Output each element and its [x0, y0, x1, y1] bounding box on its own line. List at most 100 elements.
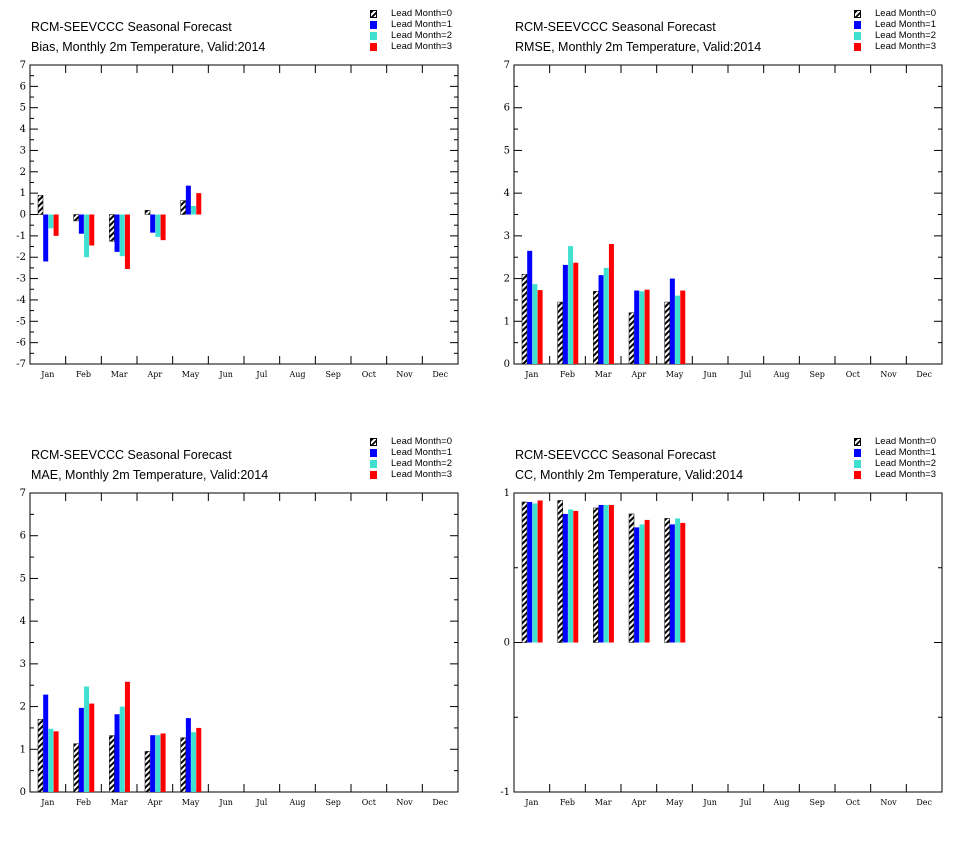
bar-lead1: [669, 524, 675, 643]
bar-lead3: [644, 289, 650, 364]
bar-lead1: [114, 214, 120, 252]
legend-label: Lead Month=0: [875, 8, 937, 19]
bar-lead1: [185, 185, 191, 215]
legend-label: Lead Month=1: [391, 447, 453, 458]
chart-subtitle: CC, Monthly 2m Temperature, Valid:2014: [515, 468, 744, 482]
x-tick-label: Jan: [40, 370, 54, 379]
chart-subtitle: Bias, Monthly 2m Temperature, Valid:2014: [31, 40, 266, 54]
x-tick-label: Nov: [396, 370, 413, 379]
bar-lead2: [568, 246, 574, 364]
mae-plot: 0 1 2 3 4 5 6 7 Jan Feb Mar Apr May Jun Jul Aug Sep Oct No…: [20, 488, 459, 807]
x-tick-label: Jun: [702, 370, 717, 379]
y-tick-label: 0: [504, 359, 510, 370]
x-tick-label: Apr: [146, 798, 162, 807]
x-tick-label: Feb: [76, 798, 91, 807]
bar-lead3: [124, 214, 130, 269]
x-tick-label: Nov: [880, 370, 897, 379]
bar-lead2: [155, 735, 161, 792]
bar-lead0: [144, 751, 151, 793]
x-tick-label: Aug: [288, 798, 305, 807]
chart-title: RCM-SEEVCCC Seasonal Forecast: [31, 20, 232, 34]
bar-lead1: [669, 278, 675, 364]
bar-lead2: [603, 267, 609, 364]
legend-swatch-hatched: [854, 438, 861, 446]
bar-lead2: [119, 214, 125, 257]
x-tick-label: Aug: [288, 370, 305, 379]
bar-lead2: [675, 518, 681, 643]
bar-lead1: [598, 504, 604, 643]
bar-lead3: [537, 500, 543, 643]
y-tick-label: -7: [16, 359, 26, 370]
bar-lead3: [196, 193, 202, 215]
y-tick-label: 2: [504, 274, 510, 285]
chart-subtitle: RMSE, Monthly 2m Temperature, Valid:2014: [515, 40, 762, 54]
bar-lead1: [114, 714, 120, 792]
bar-lead1: [562, 264, 568, 364]
legend-label: Lead Month=0: [391, 436, 453, 447]
x-tick-label: Aug: [772, 370, 789, 379]
bar-lead0: [628, 312, 635, 365]
x-tick-label: Jan: [40, 798, 54, 807]
legend-swatch-cyan: [854, 32, 861, 40]
x-tick-label: Oct: [362, 798, 377, 807]
x-tick-label: Mar: [595, 798, 612, 807]
bar-lead3: [537, 290, 543, 364]
y-tick-label: 1: [504, 488, 510, 499]
y-tick-label: 4: [504, 188, 510, 199]
x-tick-label: May: [666, 370, 684, 379]
x-tick-label: Sep: [325, 370, 340, 379]
x-tick-label: Feb: [560, 798, 575, 807]
bar-lead2: [568, 509, 574, 643]
y-tick-label: 7: [504, 60, 510, 71]
bar-lead3: [53, 731, 59, 792]
bar-lead2: [603, 504, 609, 643]
bar-lead0: [73, 743, 79, 793]
bar-lead0: [144, 209, 151, 215]
y-tick-label: 5: [20, 573, 26, 584]
bar-lead3: [89, 214, 95, 246]
mae-panel: RCM-SEEVCCC Seasonal Forecast MAE, Month…: [0, 428, 484, 856]
y-tick-label: 4: [20, 616, 26, 627]
y-tick-label: -6: [16, 338, 26, 349]
bar-lead2: [155, 214, 161, 237]
x-tick-label: May: [182, 370, 200, 379]
bar-lead0: [628, 513, 635, 643]
bar-lead0: [557, 301, 563, 365]
bar-lead1: [634, 527, 640, 643]
legend-label: Lead Month=2: [391, 458, 453, 469]
legend-swatch-cyan: [370, 460, 377, 468]
x-tick-label: Mar: [111, 370, 128, 379]
x-tick-label: Nov: [396, 798, 413, 807]
bar-lead0: [73, 214, 79, 222]
cc-panel: RCM-SEEVCCC Seasonal Forecast CC, Monthl…: [484, 428, 968, 856]
x-tick-label: Jul: [255, 370, 267, 379]
x-tick-label: Oct: [846, 798, 861, 807]
x-tick-label: Dec: [432, 370, 448, 379]
x-tick-label: Oct: [362, 370, 377, 379]
legend-swatch-red: [854, 471, 861, 479]
legend-label: Lead Month=1: [391, 19, 453, 30]
legend-swatch-hatched: [854, 10, 861, 18]
legend-label: Lead Month=3: [391, 469, 453, 480]
bar-lead2: [639, 524, 645, 643]
legend-swatch-hatched: [370, 438, 377, 446]
y-tick-label: -1: [500, 787, 510, 798]
x-tick-label: Feb: [76, 370, 91, 379]
y-tick-label: 6: [20, 531, 26, 542]
bar-lead3: [573, 510, 579, 643]
y-tick-label: 2: [20, 167, 26, 178]
x-tick-label: Jul: [739, 370, 751, 379]
legend-swatch-red: [854, 43, 861, 51]
bias-panel: RCM-SEEVCCC Seasonal Forecast Bias, Mont…: [0, 0, 484, 428]
bar-lead1: [527, 501, 533, 643]
x-tick-label: Mar: [595, 370, 612, 379]
legend-label: Lead Month=2: [391, 30, 453, 41]
y-tick-label: -1: [16, 231, 26, 242]
bar-lead3: [573, 262, 579, 364]
bar-lead2: [191, 732, 197, 792]
x-tick-label: May: [666, 798, 684, 807]
y-tick-label: 5: [20, 103, 26, 114]
y-tick-label: 6: [20, 81, 26, 92]
bar-lead3: [608, 243, 614, 364]
bar-lead2: [48, 728, 54, 792]
